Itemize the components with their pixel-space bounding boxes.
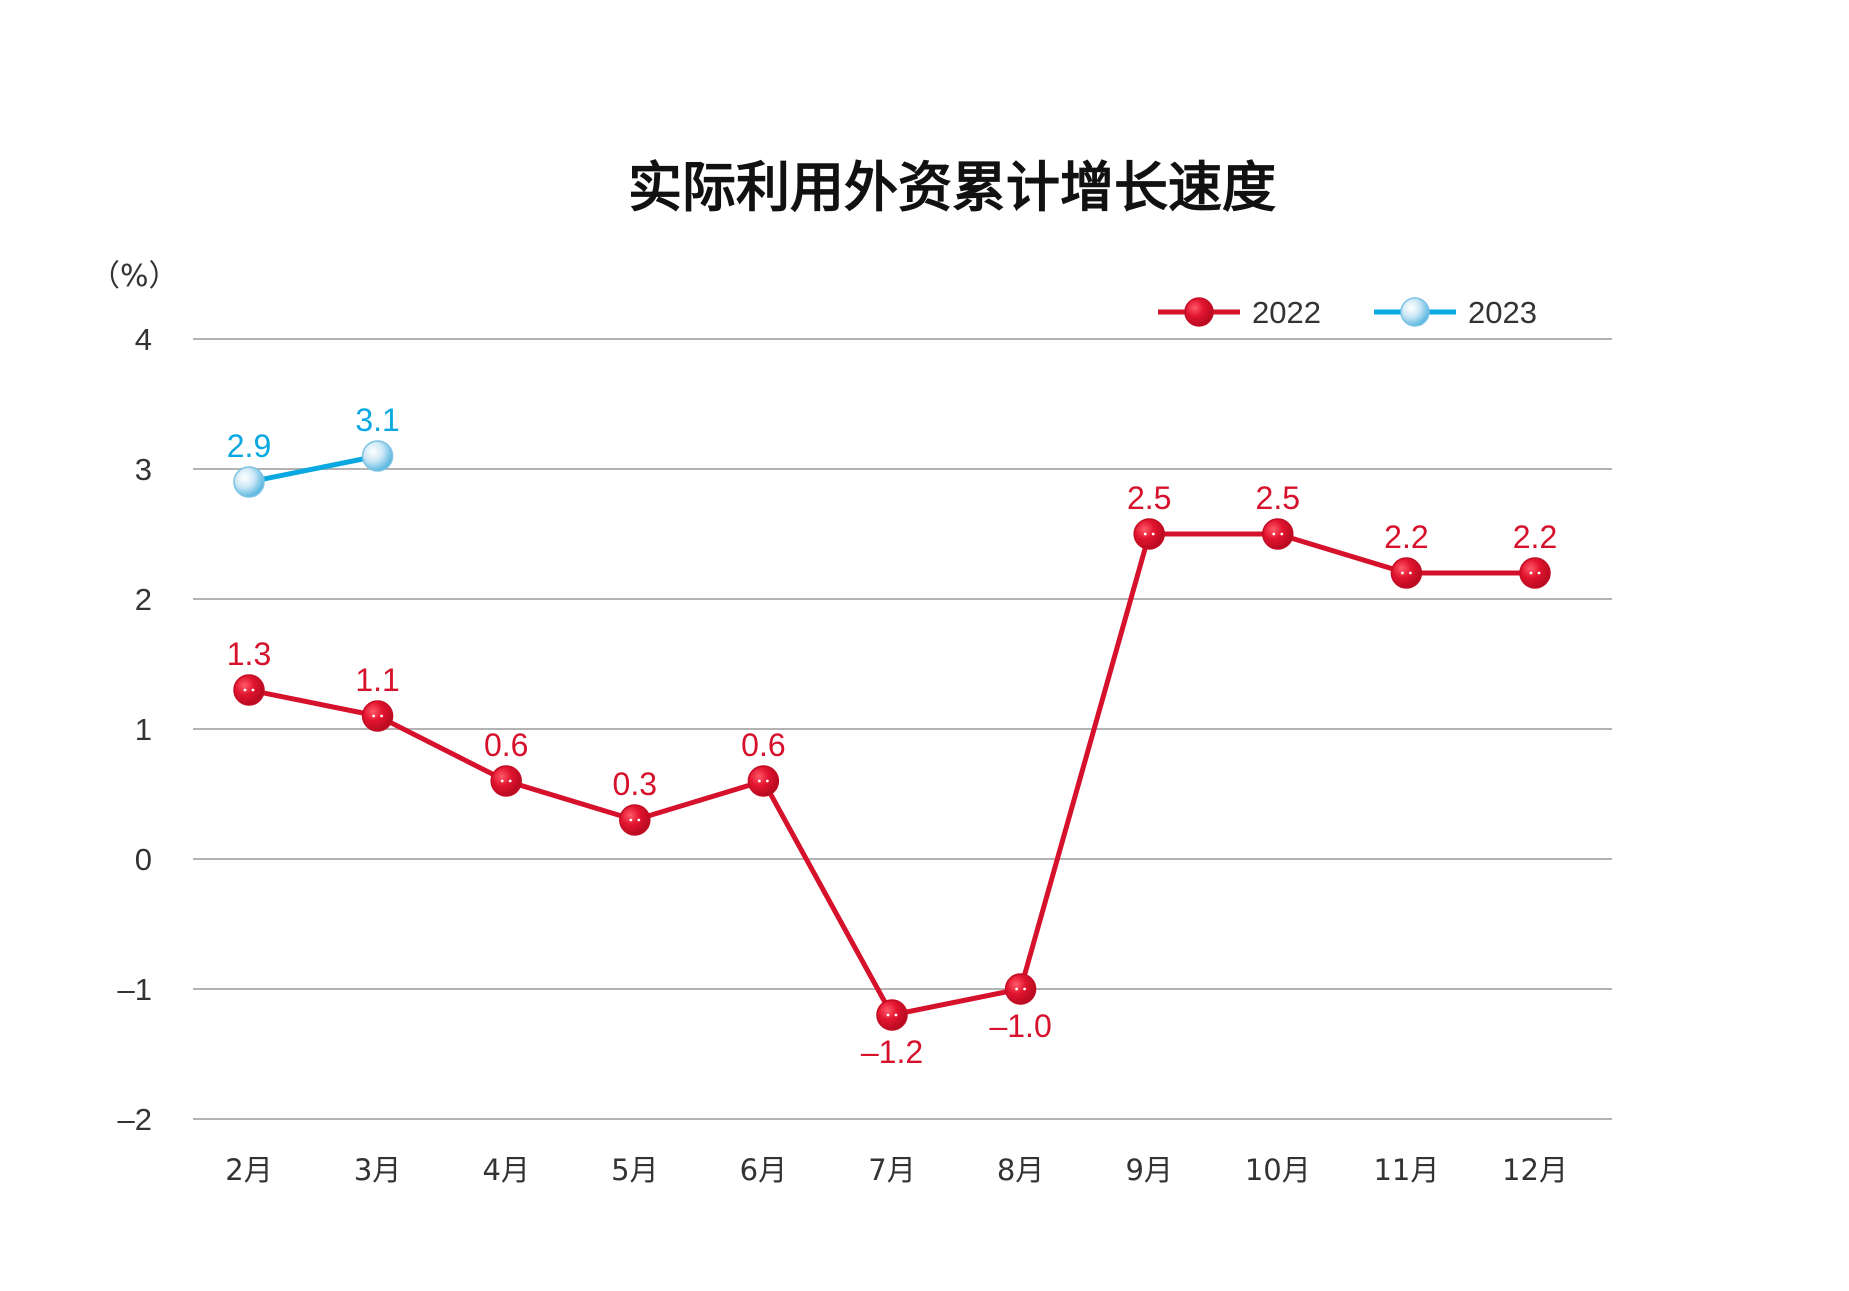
data-label-2022: –1.0 xyxy=(989,1008,1051,1044)
x-tick-label: 6月 xyxy=(740,1153,787,1187)
marker-highlight xyxy=(243,688,247,692)
marker-highlight xyxy=(1151,532,1155,536)
x-tick-label: 10月 xyxy=(1245,1153,1311,1187)
data-label-2022: 2.5 xyxy=(1127,480,1171,516)
data-point-2022 xyxy=(361,700,394,732)
legend-marker-2022 xyxy=(1184,297,1214,327)
data-label-2023: 3.1 xyxy=(355,402,399,438)
data-label-2022: –1.2 xyxy=(861,1034,923,1070)
y-tick-label: –1 xyxy=(118,972,152,1007)
data-label-2023: 2.9 xyxy=(227,428,271,464)
data-label-2022: 1.3 xyxy=(227,636,271,672)
data-label-2022: 1.1 xyxy=(355,662,399,698)
data-label-2022: 0.6 xyxy=(484,727,528,763)
marker-highlight xyxy=(1401,571,1404,575)
x-tick-label: 11月 xyxy=(1373,1153,1439,1187)
series-line-2023 xyxy=(248,453,379,485)
marker-highlight xyxy=(372,714,375,718)
marker-highlight xyxy=(766,779,769,783)
marker-highlight xyxy=(251,688,255,692)
data-point-2022 xyxy=(1390,557,1423,589)
marker-highlight xyxy=(637,818,641,822)
data-label-2022: 2.2 xyxy=(1513,519,1557,555)
marker-highlight xyxy=(1529,571,1533,575)
y-tick-label: –2 xyxy=(118,1102,152,1137)
marker-highlight xyxy=(508,779,512,783)
legend-label-2022: 2022 xyxy=(1252,295,1321,330)
gridlines xyxy=(193,338,1612,1120)
marker-highlight xyxy=(886,1013,890,1017)
marker-highlight xyxy=(1409,571,1412,575)
data-point-2023 xyxy=(361,440,394,472)
x-tick-label: 8月 xyxy=(997,1153,1044,1187)
data-label-2022: 2.2 xyxy=(1384,519,1428,555)
x-tick-label: 7月 xyxy=(868,1153,915,1187)
marker-highlight xyxy=(1272,532,1276,536)
legend-label-2023: 2023 xyxy=(1468,295,1537,330)
y-axis-unit-label: （%） xyxy=(90,259,179,294)
data-label-2022: 0.6 xyxy=(741,727,785,763)
y-axis-ticks: 4 3 2 1 0 –1 –2 xyxy=(118,322,152,1137)
y-tick-label: 3 xyxy=(135,452,152,487)
series-line-2022 xyxy=(248,531,1535,1018)
marker-highlight xyxy=(758,779,761,783)
y-tick-label: 2 xyxy=(135,582,152,617)
data-point-2022 xyxy=(490,765,522,797)
legend-marker-2023 xyxy=(1400,297,1430,327)
marker-highlight xyxy=(894,1013,898,1017)
marker-highlight xyxy=(380,714,383,718)
data-label-2022: 0.3 xyxy=(613,766,657,802)
data-point-2022 xyxy=(1004,973,1037,1005)
marker-highlight xyxy=(1280,532,1284,536)
data-labels: 1.3 1.1 0.6 0.3 0.6 –1.2 –1.0 2.5 2.5 2.2 2.2 2.9 3.… xyxy=(227,402,1557,1070)
y-tick-label: 0 xyxy=(135,842,152,877)
series-lines xyxy=(248,453,1535,1018)
data-point-2022 xyxy=(619,804,651,836)
data-point-2022 xyxy=(1262,518,1294,550)
series-points xyxy=(233,440,1551,1031)
data-point-2022 xyxy=(1519,557,1551,589)
y-tick-label: 1 xyxy=(135,712,152,747)
x-tick-label: 9月 xyxy=(1125,1153,1172,1187)
marker-highlight xyxy=(1015,987,1018,991)
marker-highlight xyxy=(629,818,633,822)
x-tick-label: 4月 xyxy=(482,1153,529,1187)
data-point-2022 xyxy=(233,674,265,706)
marker-highlight xyxy=(500,779,504,783)
chart-title: 实际利用外资累计增长速度 xyxy=(628,156,1276,219)
data-point-2022 xyxy=(1133,518,1165,550)
data-point-2023 xyxy=(233,466,265,498)
x-tick-label: 5月 xyxy=(611,1153,658,1187)
x-tick-label: 2月 xyxy=(225,1153,272,1187)
x-axis-categories: 2月 3月 4月 5月 6月 7月 8月 9月 10月 11月 12月 xyxy=(225,1153,1568,1187)
marker-highlight xyxy=(1143,532,1147,536)
data-point-2022 xyxy=(876,999,908,1031)
data-label-2022: 2.5 xyxy=(1256,480,1300,516)
y-tick-label: 4 xyxy=(135,322,152,357)
marker-highlight xyxy=(1537,571,1541,575)
x-tick-label: 12月 xyxy=(1502,1153,1568,1187)
legend: 2022 2023 xyxy=(1158,295,1537,330)
marker-highlight xyxy=(1023,987,1026,991)
x-tick-label: 3月 xyxy=(354,1153,401,1187)
data-point-2022 xyxy=(747,765,780,797)
